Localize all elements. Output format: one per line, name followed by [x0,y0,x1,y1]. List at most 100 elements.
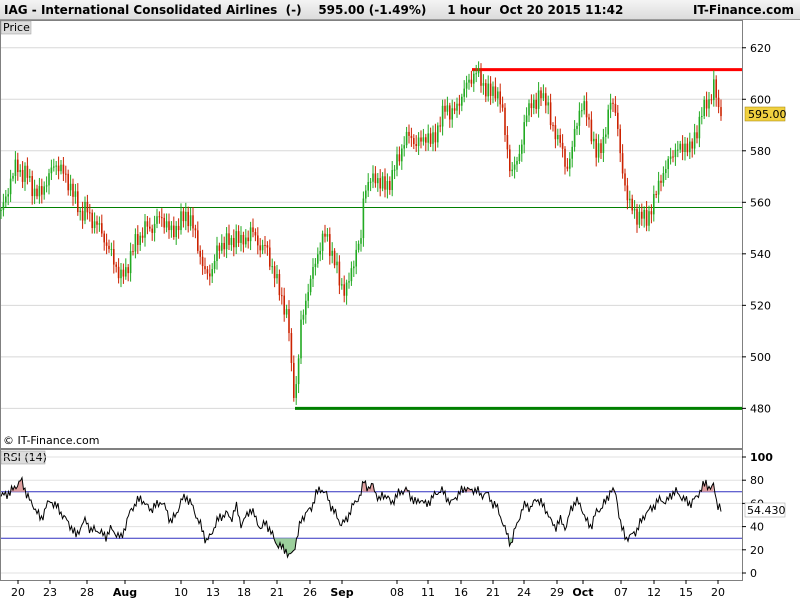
candle-body [283,295,285,315]
candle-body [341,284,343,286]
candle-body [163,217,165,228]
candle-body [194,228,197,231]
candle-body [672,156,674,158]
candle-body [19,169,21,173]
candle-body [511,169,513,172]
candle-body [657,180,660,195]
candle-body [564,148,566,167]
candle-body [389,181,391,191]
candle-body [146,221,149,227]
candle-body [523,122,525,145]
candle-body [609,102,612,110]
candle-body [314,263,317,268]
candle-body [660,180,662,183]
rsi-panel [0,449,743,581]
candle-body [374,173,377,184]
candle-body [655,193,657,195]
candle-body [331,250,333,256]
candle-body [221,242,223,251]
rsi-y-tick-label: 40 [750,521,764,534]
candle-body [199,250,201,257]
price-panel-label-box [0,20,32,35]
candle-body [317,254,319,264]
candle-body [302,314,305,320]
candle-body [360,238,362,244]
candle-body [300,319,302,359]
candle-body [506,135,509,150]
candle-body [132,251,134,253]
candle-body [14,159,17,176]
candle-body [151,228,153,233]
candle-body [525,115,528,123]
candle-body [434,132,437,143]
candle-body [708,99,710,109]
candle-body [477,68,480,74]
candle-body [499,91,501,105]
candle-body [429,133,432,144]
candle-body [365,190,367,199]
candle-body [348,281,350,283]
rsi-y-tick-label: 0 [750,567,757,580]
candle-body [110,249,113,251]
candle-body [425,137,427,143]
candle-body [612,102,614,104]
candle-body [173,225,175,238]
candle-body [353,266,355,269]
candle-body [156,216,158,224]
candle-body [230,237,233,245]
candle-body [307,292,309,301]
candle-body [638,211,641,225]
candle-body [50,167,53,174]
candle-body [391,170,393,191]
candle-body [297,358,300,385]
candle-body [187,211,189,227]
candle-body [516,160,518,165]
candle-body [357,243,360,250]
candle-body [384,176,386,190]
last-price-box [744,106,786,122]
x-tick-label: 21 [270,586,284,599]
price-y-tick-label: 520 [750,299,771,312]
price-y-tick-label: 500 [750,351,771,364]
candle-body [650,211,653,215]
candle-body [2,202,5,211]
candle-body [228,233,230,245]
candle-body [237,231,240,243]
x-tick-label: 29 [550,586,564,599]
candle-body [420,137,422,142]
candle-body [257,235,259,246]
candle-body [451,108,453,120]
candle-body [261,244,264,251]
candle-body [617,112,619,129]
candle-body [381,176,384,189]
candle-body [398,154,401,162]
candle-body [713,79,715,101]
candle-body [81,210,84,221]
rsi-y-tick-label: 80 [750,474,764,487]
rsi-last-value-box [744,502,786,518]
candle-body [336,261,338,266]
candle-body [379,178,381,189]
chart-header: IAG - International Consolidated Airline… [0,0,800,20]
candle-body [41,186,43,195]
x-tick-label: 20 [711,586,725,599]
x-tick-label: 15 [679,586,693,599]
candle-body [633,209,636,211]
candle-body [667,158,669,170]
candle-body [45,185,48,187]
x-tick-label: 07 [614,586,628,599]
candle-body [290,333,293,363]
candle-body [679,143,681,150]
candle-body [602,136,605,154]
candle-body [137,234,139,245]
candle-body [233,237,235,248]
candle-body [696,132,698,139]
rsi-series-line [0,476,722,559]
candle-body [182,211,185,222]
candle-body [665,169,667,174]
candle-body [175,225,177,238]
candle-body [288,309,290,334]
candle-body [501,104,504,108]
candle-body [197,230,199,251]
candle-body [530,103,533,109]
